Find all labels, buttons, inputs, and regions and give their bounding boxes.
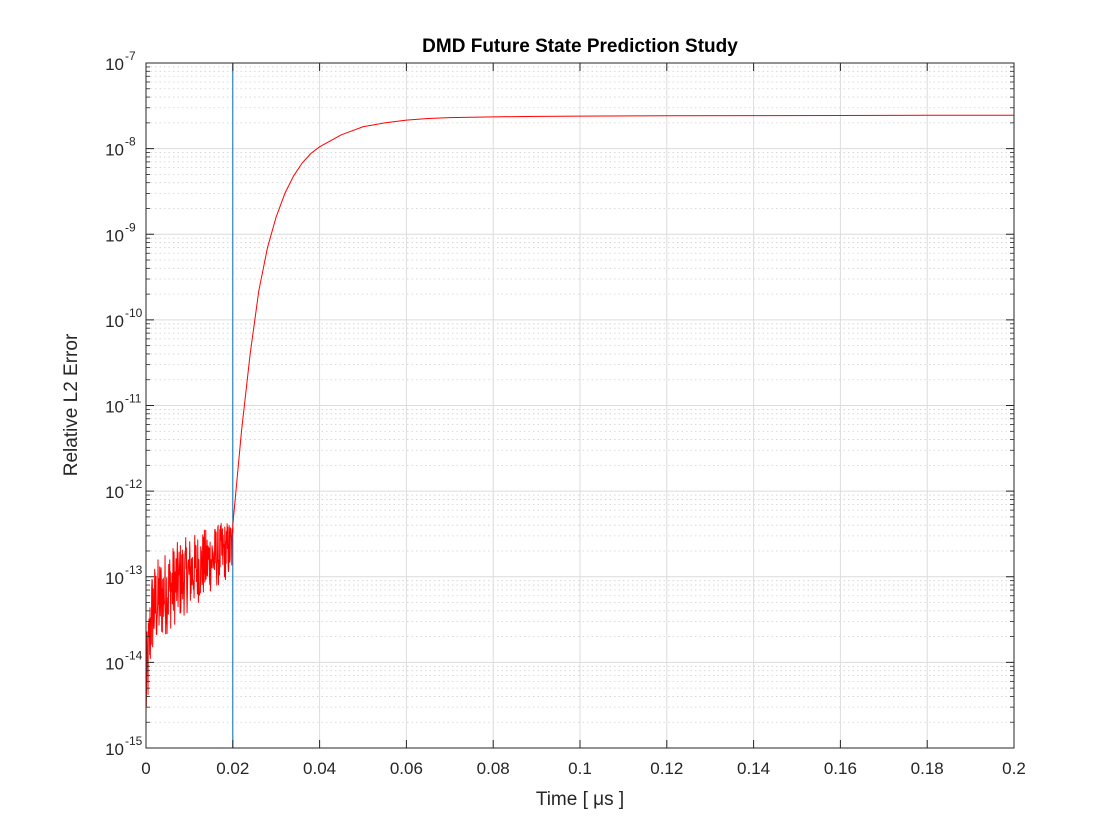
y-tick-label: 10 [105,226,124,245]
y-tick-label: 10 [105,398,124,417]
y-tick-base: 10 [105,654,124,673]
y-tick-label: 10 [105,312,124,331]
y-tick-exponent: -8 [125,135,136,149]
x-tick-label: 0.2 [1002,759,1026,778]
y-tick-base: 10 [105,55,124,74]
series-line [145,114,1014,707]
y-tick-label: 10 [105,654,124,673]
x-tick-label: 0.04 [303,759,336,778]
y-tick-label: 10 [105,141,124,160]
x-tick-label: 0.16 [824,759,857,778]
y-tick-base: 10 [105,398,124,417]
y-tick-exponent: -15 [125,734,143,748]
chart-title: DMD Future State Prediction Study [422,36,738,57]
x-tick-label: 0.18 [911,759,944,778]
y-tick-exponent: -14 [125,648,143,662]
y-tick-base: 10 [105,226,124,245]
y-tick-base: 10 [105,483,124,502]
y-tick-exponent: -13 [125,563,143,577]
y-tick-base: 10 [105,312,124,331]
y-tick-base: 10 [105,141,124,160]
x-tick-label: 0 [141,759,150,778]
x-tick-label: 0.02 [216,759,249,778]
minor-grid [146,66,1014,723]
x-tick-label: 0.06 [390,759,423,778]
ticks [145,62,1015,749]
x-tick-label: 0.1 [568,759,592,778]
y-tick-exponent: -9 [125,220,136,234]
y-tick-label: 10 [105,55,124,74]
y-tick-base: 10 [105,740,124,759]
x-tick-label: 0.12 [650,759,683,778]
y-tick-exponent: -12 [125,477,143,491]
x-tick-label: 0.08 [477,759,510,778]
x-tick-labels: 0 0.02 0.04 0.06 0.08 0.1 0.12 0.14 0.16 0.18 0.2 [141,759,1026,778]
x-axis-label: Time [ μs ] [536,789,624,810]
y-tick-exponent: -7 [125,49,136,63]
y-tick-base: 10 [105,569,124,588]
y-tick-exponent: -10 [125,306,143,320]
y-tick-labels: 10-1510-1410-1310-1210-1110-1010-910-810… [105,49,143,759]
y-tick-label: 10 [105,569,124,588]
series-layer [145,63,1014,748]
y-tick-exponent: -11 [125,392,142,406]
y-tick-label: 10 [105,740,124,759]
y-tick-label: 10 [105,483,124,502]
x-tick-label: 0.14 [737,759,770,778]
y-axis-label: Relative L2 Error [61,333,82,476]
